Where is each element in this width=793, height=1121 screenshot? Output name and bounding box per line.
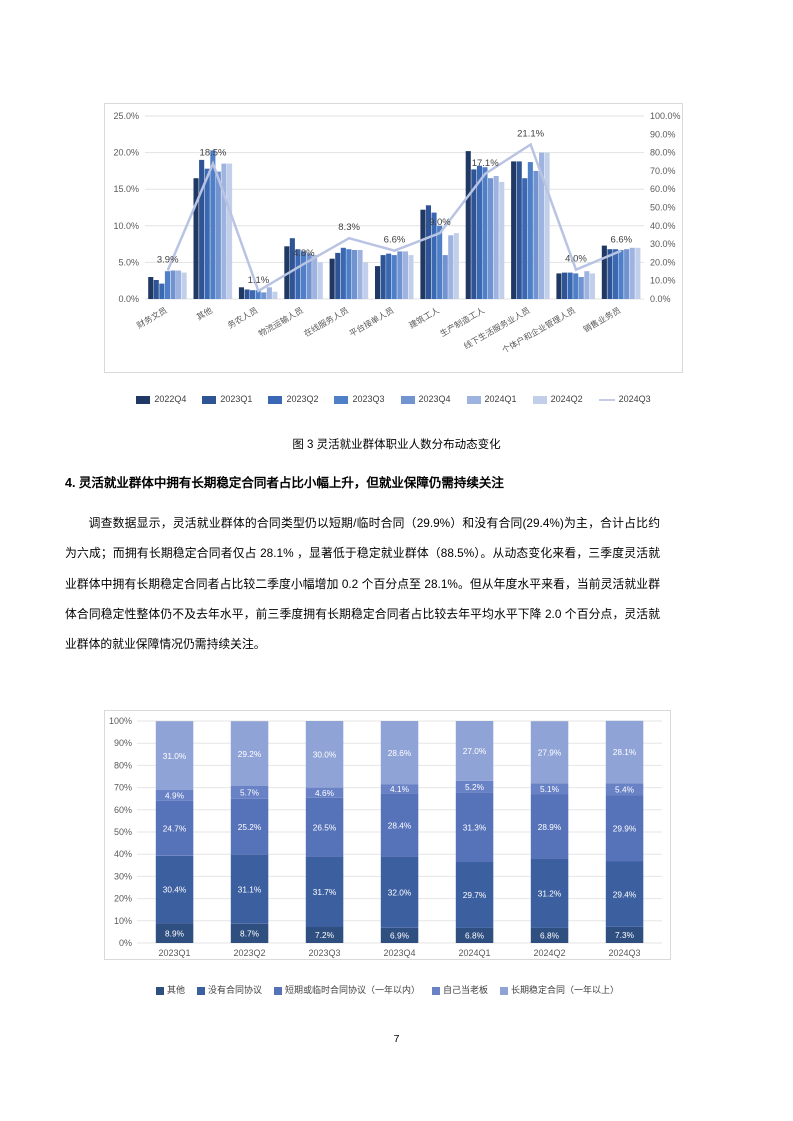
- svg-text:10.0%: 10.0%: [113, 221, 139, 231]
- svg-text:29.7%: 29.7%: [463, 890, 487, 900]
- svg-text:31.0%: 31.0%: [163, 751, 187, 761]
- svg-text:70.0%: 70.0%: [650, 166, 676, 176]
- svg-text:6.6%: 6.6%: [610, 235, 632, 246]
- svg-text:24.7%: 24.7%: [163, 824, 187, 834]
- svg-text:17.1%: 17.1%: [472, 158, 499, 169]
- svg-text:4.0%: 4.0%: [565, 254, 587, 265]
- svg-text:100.0%: 100.0%: [650, 111, 681, 121]
- svg-text:5.4%: 5.4%: [615, 784, 635, 794]
- svg-text:32.0%: 32.0%: [388, 887, 412, 897]
- svg-text:2023Q3: 2023Q3: [308, 948, 340, 958]
- svg-text:10.0%: 10.0%: [650, 276, 676, 286]
- svg-text:70%: 70%: [114, 783, 132, 793]
- svg-text:15.0%: 15.0%: [113, 184, 139, 194]
- svg-text:50%: 50%: [114, 827, 132, 837]
- svg-text:27.9%: 27.9%: [538, 747, 562, 757]
- svg-text:3.9%: 3.9%: [157, 255, 179, 266]
- svg-text:0.0%: 0.0%: [118, 294, 139, 304]
- svg-text:4.9%: 4.9%: [165, 791, 185, 801]
- svg-text:2024Q2: 2024Q2: [533, 948, 565, 958]
- svg-text:20.0%: 20.0%: [650, 257, 676, 267]
- svg-text:6.8%: 6.8%: [465, 931, 485, 941]
- svg-text:40.0%: 40.0%: [650, 221, 676, 231]
- svg-text:18.5%: 18.5%: [200, 148, 227, 159]
- svg-text:31.3%: 31.3%: [463, 822, 487, 832]
- svg-text:8.9%: 8.9%: [165, 928, 185, 938]
- svg-text:7.2%: 7.2%: [315, 930, 335, 940]
- svg-text:29.9%: 29.9%: [613, 824, 637, 834]
- svg-text:5.0%: 5.0%: [118, 257, 139, 267]
- svg-text:31.1%: 31.1%: [238, 884, 262, 894]
- svg-text:28.1%: 28.1%: [613, 747, 637, 757]
- svg-text:财务文员: 财务文员: [135, 305, 169, 330]
- svg-text:7.3%: 7.3%: [615, 930, 635, 940]
- svg-text:21.1%: 21.1%: [517, 129, 544, 140]
- svg-text:20.0%: 20.0%: [113, 148, 139, 158]
- svg-text:27.0%: 27.0%: [463, 746, 487, 756]
- svg-text:2023Q1: 2023Q1: [158, 948, 190, 958]
- svg-text:平台接单人员: 平台接单人员: [347, 305, 395, 339]
- svg-text:25.2%: 25.2%: [238, 822, 262, 832]
- svg-text:9.0%: 9.0%: [429, 217, 451, 228]
- svg-text:80.0%: 80.0%: [650, 148, 676, 158]
- svg-text:物流运输人员: 物流运输人员: [257, 305, 305, 339]
- svg-text:0%: 0%: [119, 938, 132, 948]
- svg-text:4.1%: 4.1%: [390, 784, 410, 794]
- svg-text:31.7%: 31.7%: [313, 887, 337, 897]
- svg-text:28.4%: 28.4%: [388, 820, 412, 830]
- svg-text:在线服务人员: 在线服务人员: [302, 305, 350, 339]
- svg-text:60.0%: 60.0%: [650, 184, 676, 194]
- svg-text:20%: 20%: [114, 894, 132, 904]
- svg-text:建筑工人: 建筑工人: [407, 305, 441, 330]
- svg-text:90%: 90%: [114, 738, 132, 748]
- svg-text:50.0%: 50.0%: [650, 203, 676, 213]
- svg-text:28.6%: 28.6%: [388, 748, 412, 758]
- svg-text:10%: 10%: [114, 916, 132, 926]
- svg-text:31.2%: 31.2%: [538, 889, 562, 899]
- svg-text:5.1%: 5.1%: [540, 784, 560, 794]
- svg-text:29.4%: 29.4%: [613, 889, 637, 899]
- svg-text:30.0%: 30.0%: [313, 750, 337, 760]
- svg-text:30.0%: 30.0%: [650, 239, 676, 249]
- svg-text:2024Q3: 2024Q3: [608, 948, 640, 958]
- svg-text:28.9%: 28.9%: [538, 822, 562, 832]
- svg-text:4.8%: 4.8%: [293, 248, 315, 259]
- svg-text:4.6%: 4.6%: [315, 788, 335, 798]
- svg-text:6.6%: 6.6%: [384, 235, 406, 246]
- svg-text:100%: 100%: [109, 716, 132, 726]
- svg-text:30.4%: 30.4%: [163, 885, 187, 895]
- svg-text:29.2%: 29.2%: [238, 749, 262, 759]
- svg-text:8.3%: 8.3%: [338, 222, 360, 233]
- svg-text:5.2%: 5.2%: [465, 782, 485, 792]
- svg-text:8.7%: 8.7%: [240, 929, 260, 939]
- svg-text:务农人员: 务农人员: [226, 305, 260, 330]
- svg-text:0.0%: 0.0%: [650, 294, 671, 304]
- svg-text:2023Q4: 2023Q4: [383, 948, 415, 958]
- svg-text:26.5%: 26.5%: [313, 822, 337, 832]
- svg-text:销售业务员: 销售业务员: [581, 305, 622, 334]
- svg-text:30%: 30%: [114, 871, 132, 881]
- svg-text:25.0%: 25.0%: [113, 111, 139, 121]
- svg-text:其他: 其他: [195, 305, 214, 322]
- svg-text:90.0%: 90.0%: [650, 129, 676, 139]
- svg-text:5.7%: 5.7%: [240, 788, 260, 798]
- svg-text:6.8%: 6.8%: [540, 931, 560, 941]
- svg-text:2023Q2: 2023Q2: [233, 948, 265, 958]
- svg-text:60%: 60%: [114, 805, 132, 815]
- svg-text:2024Q1: 2024Q1: [458, 948, 490, 958]
- svg-text:80%: 80%: [114, 760, 132, 770]
- svg-text:1.1%: 1.1%: [248, 275, 270, 286]
- svg-text:40%: 40%: [114, 849, 132, 859]
- svg-text:6.9%: 6.9%: [390, 931, 410, 941]
